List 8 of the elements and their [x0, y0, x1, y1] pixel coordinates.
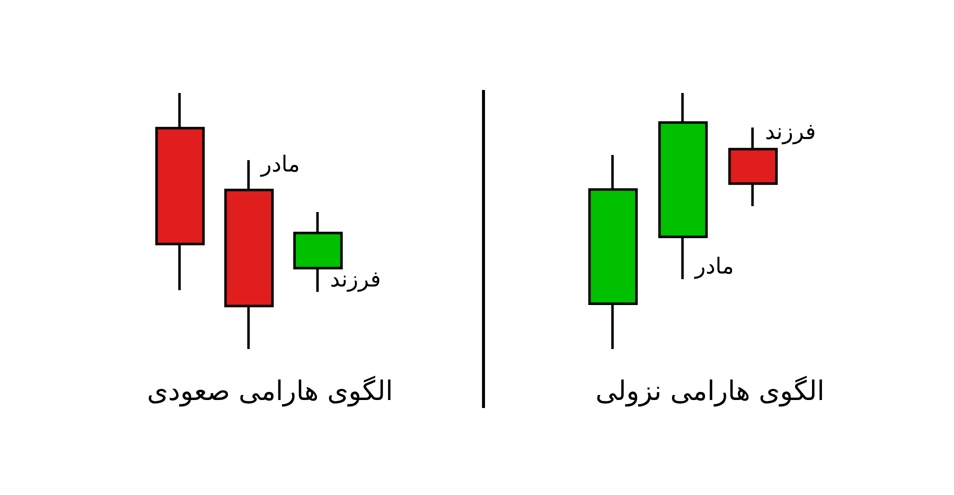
annotation: فرزند — [330, 267, 381, 292]
annotation: مادر — [260, 152, 300, 178]
candlestick — [155, 92, 205, 292]
text: الگوی هارامی صعودی — [147, 375, 393, 407]
annotation: مادر — [694, 254, 734, 280]
annotation: فرزند — [765, 120, 816, 146]
text: الگوی هارامی نزولی — [595, 375, 825, 407]
candlestick — [588, 154, 638, 350]
